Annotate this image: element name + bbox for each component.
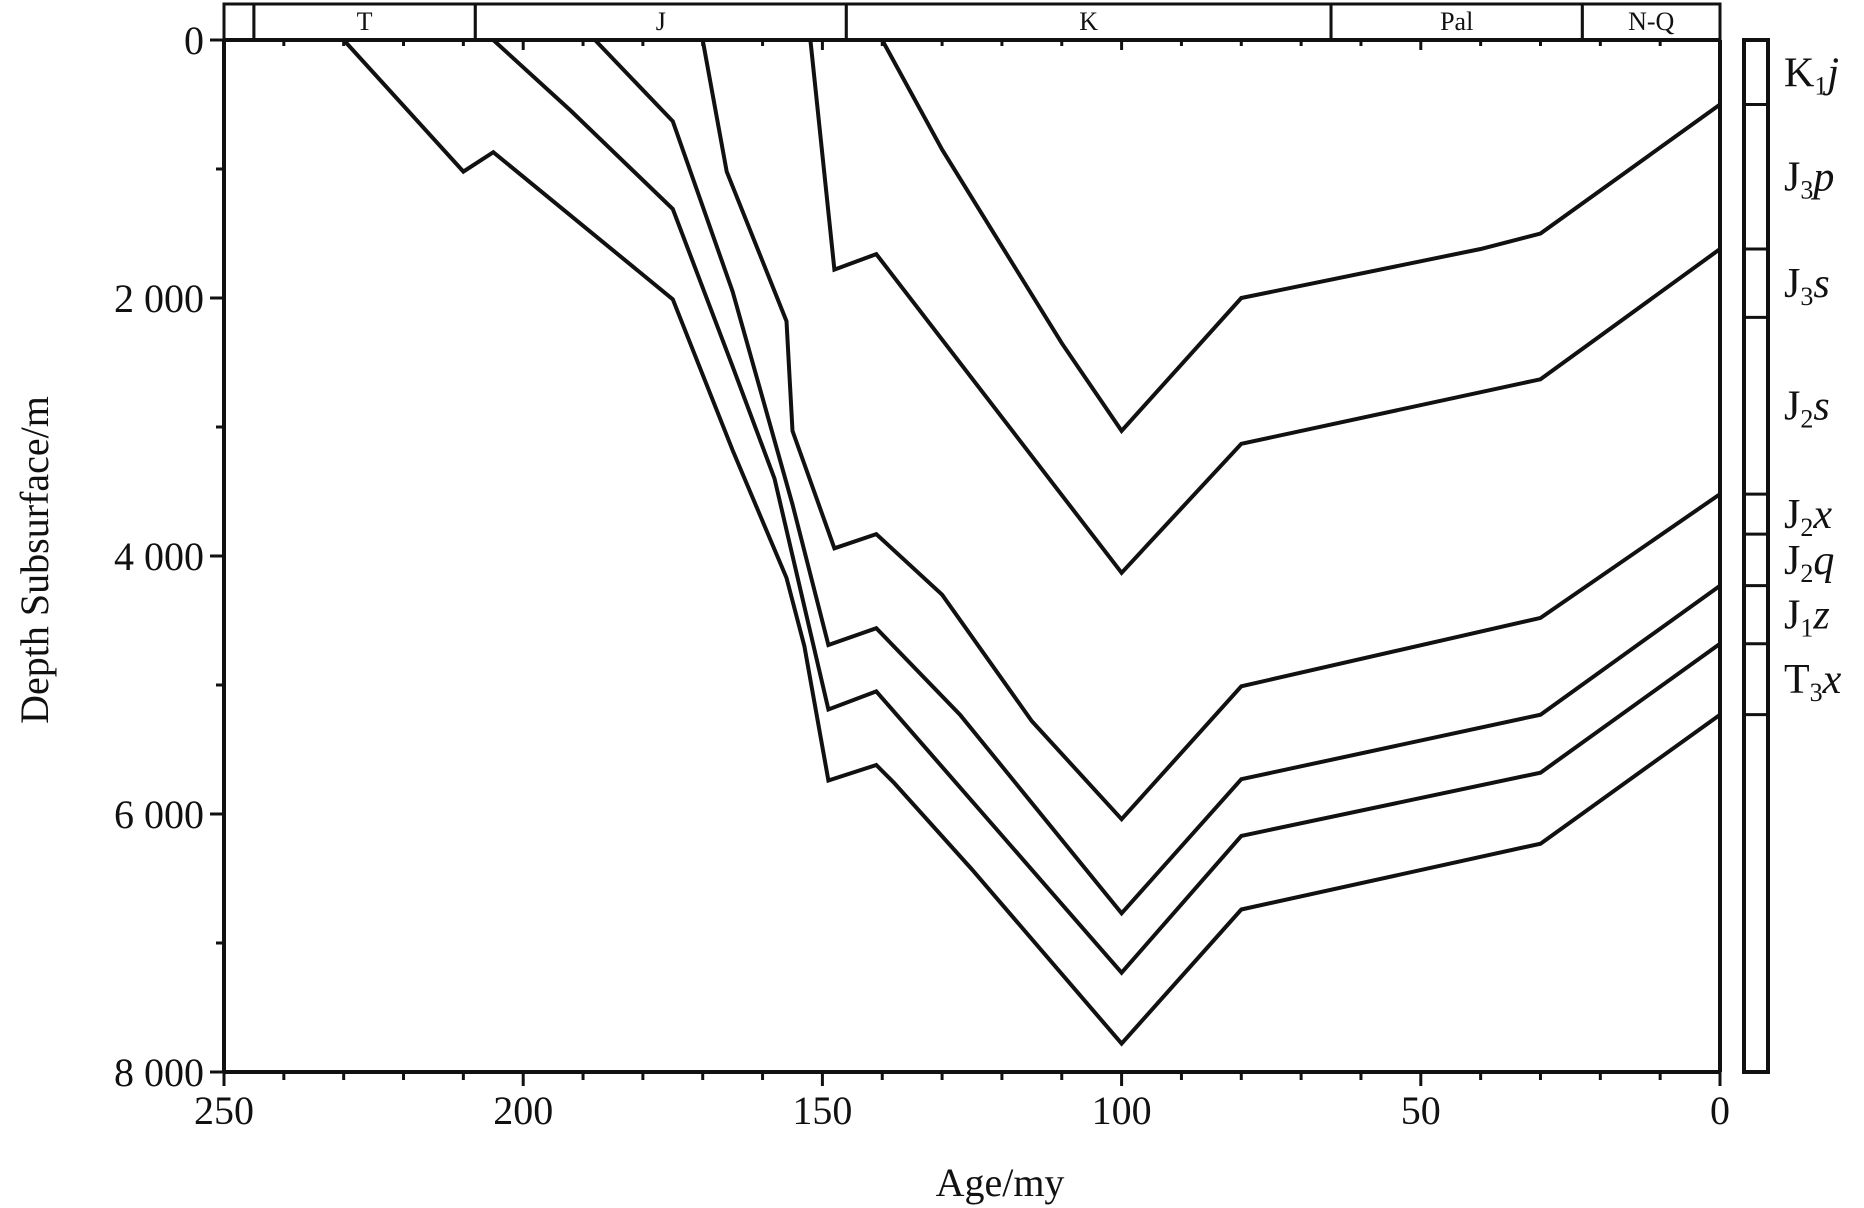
strat-label-7: J1z xyxy=(1784,593,1830,643)
axes: 250 200 150 100 50 0 0 2 000 4 000 6 000 8 000 xyxy=(114,18,1730,1133)
y-tick-label: 0 xyxy=(184,18,204,63)
strat-label-2: J3p xyxy=(1784,155,1834,205)
burial-curve-1 xyxy=(880,39,1722,435)
burial-curve-6 xyxy=(342,38,1722,1047)
strat-label-4: J2s xyxy=(1784,384,1830,434)
strat-label-1: K1j xyxy=(1784,50,1839,100)
x-tick-label: 150 xyxy=(792,1088,852,1133)
burial-curve-5 xyxy=(491,38,1722,976)
period-cell-0 xyxy=(222,2,256,42)
x-tick-label: 250 xyxy=(194,1088,254,1133)
x-tick-label: 0 xyxy=(1710,1088,1730,1133)
strat-label-8: T3x xyxy=(1784,657,1842,707)
burial-curve-4 xyxy=(593,38,1722,917)
x-tick-label: 50 xyxy=(1401,1088,1441,1133)
period-label: J xyxy=(656,7,666,36)
strat-label-5: J2x xyxy=(1784,492,1832,542)
x-axis-label: Age/my xyxy=(936,1160,1065,1205)
period-bar: T J K Pal N-Q xyxy=(222,2,1722,42)
y-axis-label: Depth Subsurface/m xyxy=(12,396,57,724)
strat-label-6: J2q xyxy=(1784,538,1834,588)
strat-label-3: J3s xyxy=(1784,261,1830,311)
x-tick-label: 100 xyxy=(1092,1088,1152,1133)
y-tick-label: 2 000 xyxy=(114,276,204,321)
burial-curves xyxy=(342,38,1722,1047)
y-tick-label: 6 000 xyxy=(114,792,204,837)
burial-curve-3 xyxy=(700,39,1722,823)
burial-curve-2 xyxy=(808,39,1722,576)
period-label: T xyxy=(357,7,373,36)
strat-column-box xyxy=(1742,38,1770,1074)
x-tick-label: 200 xyxy=(493,1088,553,1133)
y-tick-label: 8 000 xyxy=(114,1050,204,1095)
period-label: K xyxy=(1079,7,1098,36)
y-tick-label: 4 000 xyxy=(114,534,204,579)
period-label: Pal xyxy=(1440,7,1473,36)
period-label: N-Q xyxy=(1628,7,1674,36)
